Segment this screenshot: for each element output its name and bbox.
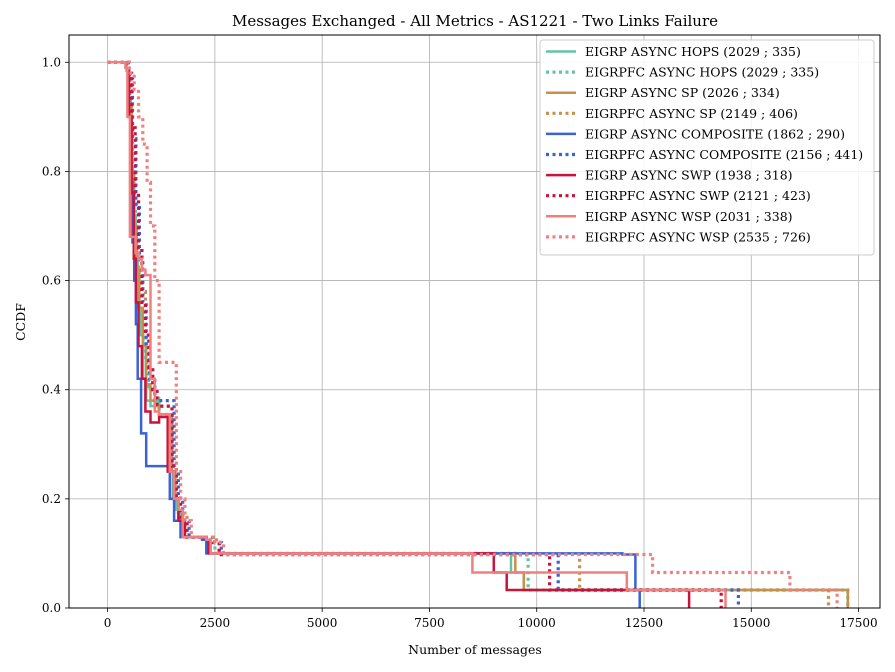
axis-ticks: 0 2500 5000 7500 10000 12500 15000 17500 0.0 0.2 0…	[42, 55, 878, 630]
legend-entry: EIGRPFC ASYNC SWP (2121 ; 423)	[585, 188, 811, 203]
y-tick-label: 0.0	[42, 601, 61, 615]
legend-entry: EIGRPFC ASYNC HOPS (2029 ; 335)	[585, 65, 819, 80]
legend: EIGRP ASYNC HOPS (2029 ; 335) EIGRPFC ASY…	[539, 39, 875, 256]
chart-title: Messages Exchanged - All Metrics - AS122…	[232, 12, 718, 30]
x-tick-label: 15000	[732, 616, 770, 630]
series-line-7	[107, 60, 723, 608]
legend-entry: EIGRP ASYNC SWP (1938 ; 318)	[585, 168, 793, 183]
legend-box	[539, 39, 875, 256]
series-line-8	[107, 61, 727, 608]
x-tick-label: 5000	[307, 616, 338, 630]
x-tick-label: 7500	[414, 616, 445, 630]
y-tick-label: 0.4	[42, 383, 61, 397]
x-tick-label: 12500	[625, 616, 663, 630]
x-axis-label: Number of messages	[408, 642, 542, 657]
y-axis-label: CCDF	[13, 303, 28, 341]
plot-frame	[68, 34, 881, 609]
plot-series	[107, 60, 850, 608]
legend-entry: EIGRPFC ASYNC COMPOSITE (2156 ; 441)	[585, 147, 863, 162]
legend-entry: EIGRPFC ASYNC SP (2149 ; 406)	[585, 106, 798, 121]
legend-entry: EIGRP ASYNC COMPOSITE (1862 ; 290)	[585, 126, 845, 141]
x-tick-label: 2500	[200, 616, 231, 630]
x-tick-label: 10000	[518, 616, 556, 630]
x-tick-label: 0	[104, 616, 112, 630]
legend-entry: EIGRP ASYNC WSP (2031 ; 338)	[585, 209, 793, 224]
y-tick-label: 0.8	[42, 164, 61, 178]
y-tick-label: 1.0	[42, 55, 61, 69]
legend-entry: EIGRP ASYNC SP (2026 ; 334)	[585, 85, 780, 100]
x-tick-label: 17500	[839, 616, 877, 630]
series-line-9	[107, 60, 839, 608]
y-tick-label: 0.6	[42, 274, 61, 288]
y-tick-label: 0.2	[42, 492, 61, 506]
legend-entry: EIGRPFC ASYNC WSP (2535 ; 726)	[585, 229, 811, 244]
legend-entry: EIGRP ASYNC HOPS (2029 ; 335)	[585, 44, 801, 59]
